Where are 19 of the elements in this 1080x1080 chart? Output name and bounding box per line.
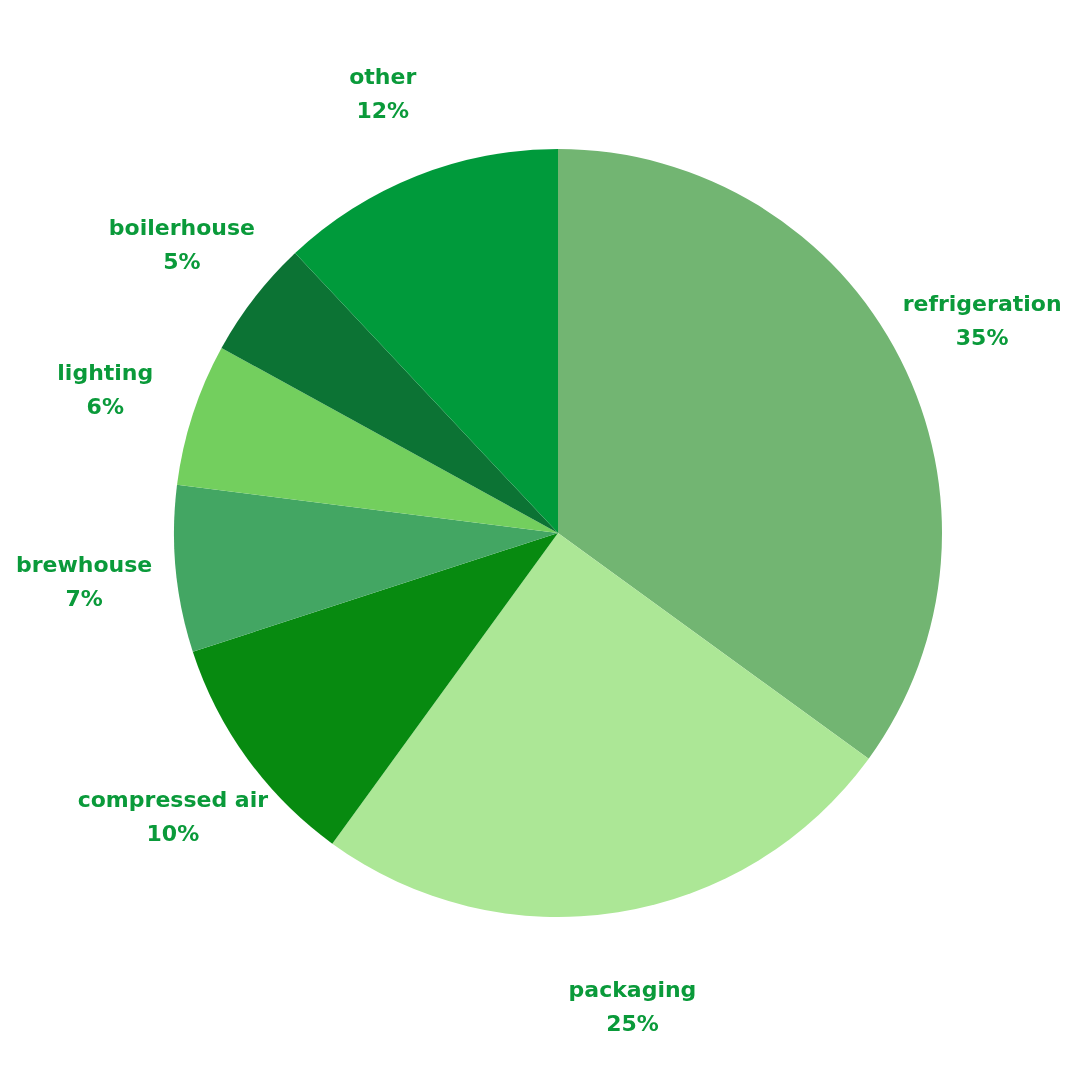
pie-slice [174,484,558,652]
slice-label: refrigeration [902,290,1062,316]
data-label: 25% [606,1011,659,1037]
data-label: 5% [163,249,201,275]
data-label: 35% [955,324,1009,350]
slice-label: lighting [57,359,154,385]
data-label: 6% [86,393,124,419]
pie-slice [332,533,869,917]
pie-slice [295,149,558,533]
data-label: 10% [146,820,200,846]
slice-label: compressed air [77,786,269,812]
data-label: 7% [65,585,103,611]
slice-label: boilerhouse [108,215,255,241]
data-label: 12% [356,98,410,124]
pie-slice [221,253,558,533]
slice-label: other [349,64,417,90]
pie-slice [177,348,558,533]
slice-label: brewhouse [15,551,153,577]
slice-label: packaging [568,977,697,1003]
